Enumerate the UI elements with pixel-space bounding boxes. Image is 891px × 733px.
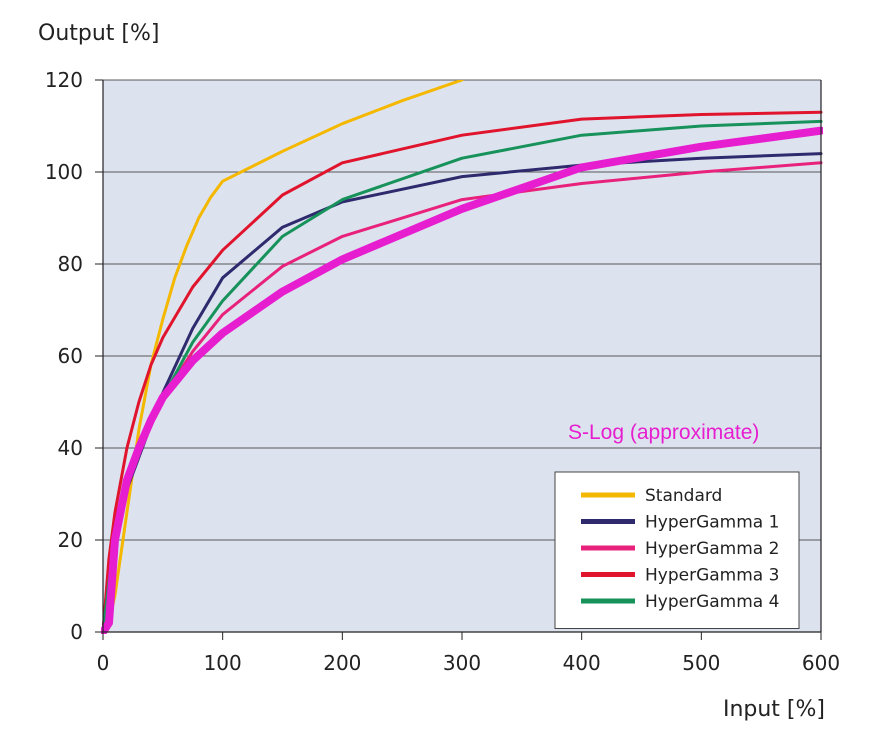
y-tick-label-100: 100 (45, 160, 83, 184)
x-tick-label-0: 0 (97, 651, 110, 675)
legend-label-hypergamma-1: HyperGamma 1 (645, 513, 779, 533)
x-tick-label-400: 400 (563, 651, 601, 675)
y-tick-label-80: 80 (58, 252, 83, 276)
legend: Standard HyperGamma 1 HyperGamma 2 HyperGam… (554, 471, 800, 629)
y-tick-label-60: 60 (58, 344, 83, 368)
y-axis-title: Output [%] (38, 21, 159, 46)
series-line-hypergamma-3 (101, 110, 823, 634)
y-tick-label-120: 120 (45, 68, 83, 92)
y-tick-label-40: 40 (58, 436, 83, 460)
axes (95, 79, 822, 640)
y-tick-label-0: 0 (70, 620, 83, 644)
series-line-standard (101, 80, 464, 634)
x-tick-label-200: 200 (323, 651, 361, 675)
x-tick-label-600: 600 (802, 651, 840, 675)
legend-label-hypergamma-3: HyperGamma 3 (645, 566, 779, 586)
series-group (101, 80, 823, 634)
x-tick-label-100: 100 (204, 651, 242, 675)
series-line-s-log-approximate (101, 126, 823, 634)
legend-label-standard: Standard (645, 486, 722, 506)
x-tick-label-500: 500 (682, 651, 720, 675)
tick-labels: 0 20 40 60 80 100 120 0 100 200 300 400 500 600 (45, 68, 840, 675)
legend-label-hypergamma-2: HyperGamma 2 (645, 539, 779, 559)
x-axis-title: Input [%] (723, 697, 825, 722)
x-tick-label-300: 300 (443, 651, 481, 675)
s-log-annotation: S-Log (approximate) (568, 421, 759, 444)
y-tick-label-20: 20 (58, 528, 83, 552)
legend-label-hypergamma-4: HyperGamma 4 (645, 592, 779, 612)
